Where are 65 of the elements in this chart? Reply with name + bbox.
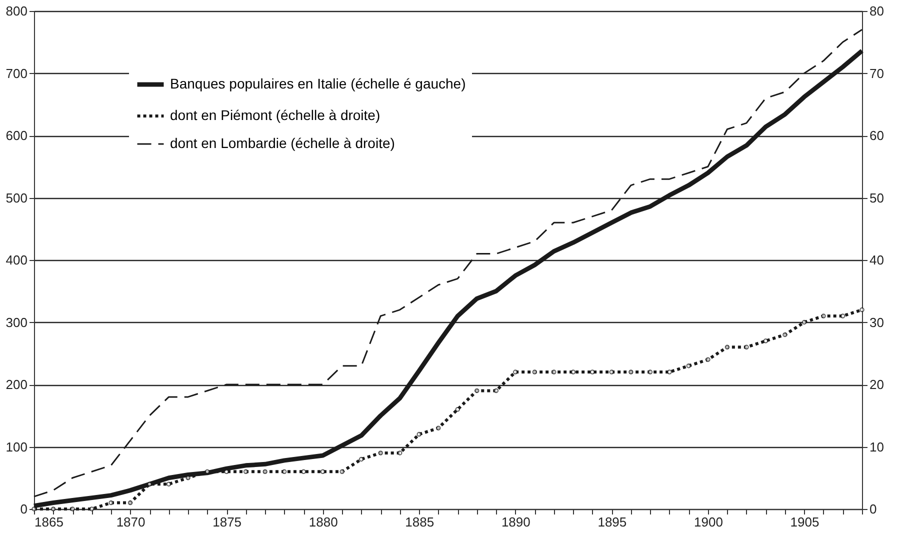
y-tick-label: 700	[6, 66, 28, 81]
point	[628, 370, 634, 374]
x-tick-label: 1875	[212, 514, 242, 530]
point	[782, 332, 788, 338]
legend-label: dont en Lombardie (échelle à droite)	[170, 135, 395, 151]
point	[686, 363, 692, 368]
y-tick-label: 800	[6, 4, 28, 18]
y2-tick-label: 50	[870, 190, 884, 206]
point	[860, 307, 864, 312]
point	[128, 500, 133, 506]
x-tick-label: 1880	[308, 514, 338, 530]
point	[108, 500, 114, 506]
y-tick-label: 500	[6, 190, 28, 206]
y2-tick-label: 30	[870, 314, 884, 330]
point	[358, 456, 364, 462]
y-tick-label: 300	[6, 314, 28, 330]
y-tick-label: 100	[6, 439, 28, 454]
y2-tick-label: 70	[870, 66, 884, 81]
point	[648, 370, 653, 374]
y2-tick-label: 60	[870, 128, 884, 143]
x-tick-label: 1900	[694, 514, 723, 530]
point	[802, 320, 807, 325]
y-tick-label: 400	[6, 252, 28, 268]
point	[320, 469, 326, 474]
point	[744, 344, 749, 350]
point	[166, 482, 172, 486]
point	[301, 469, 306, 474]
legend-label: Banques populaires en Italie (échelle é gauche)	[170, 76, 466, 92]
x-tick-label: 1890	[501, 514, 530, 530]
point	[821, 314, 826, 318]
y2-tick-label: 40	[870, 252, 884, 268]
point	[513, 370, 518, 374]
point	[70, 506, 75, 512]
y2-tick-label: 0	[870, 502, 877, 516]
point	[436, 426, 441, 430]
x-tick-label: 1870	[116, 514, 146, 530]
point	[32, 506, 36, 512]
point	[552, 370, 556, 374]
point	[416, 432, 422, 437]
y-tick-label: 0	[20, 502, 28, 516]
point	[667, 370, 672, 374]
point	[340, 469, 344, 474]
point	[474, 388, 480, 394]
point	[724, 344, 730, 350]
y-tick-label: 600	[6, 128, 28, 143]
y2-tick-label: 80	[870, 4, 884, 18]
x-tick-label: 1895	[598, 514, 627, 530]
point	[494, 388, 499, 394]
point	[763, 338, 768, 344]
point	[706, 357, 710, 362]
x-tick-label: 1885	[405, 514, 434, 530]
point	[243, 469, 248, 474]
point	[262, 469, 268, 474]
legend-label: dont en Piémont (échelle à droite)	[170, 107, 380, 123]
point	[532, 370, 538, 374]
y2-tick-label: 20	[870, 377, 884, 392]
point	[455, 407, 460, 412]
point	[378, 450, 383, 456]
point	[590, 370, 595, 374]
point	[50, 506, 56, 512]
point	[570, 370, 576, 374]
y-tick-label: 200	[6, 377, 28, 392]
x-tick-label: 1865	[34, 514, 64, 530]
x-tick-label: 1905	[790, 514, 820, 530]
y2-tick-label: 10	[870, 439, 884, 454]
